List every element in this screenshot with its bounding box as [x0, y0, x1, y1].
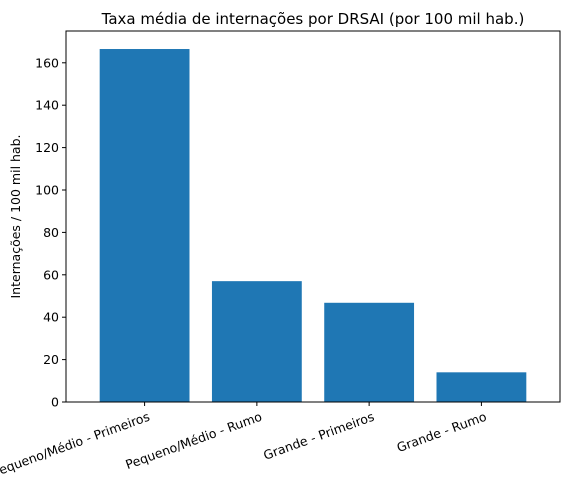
bar	[99, 49, 190, 403]
y-tick-label: 0	[51, 395, 59, 410]
y-tick-label: 160	[35, 55, 59, 70]
x-tick-label: Grande - Rumo	[395, 409, 489, 455]
y-axis-label: Internações / 100 mil hab.	[8, 134, 23, 298]
plot-frame	[65, 30, 561, 403]
y-tick-label: 100	[35, 183, 59, 198]
y-tick-label: 40	[43, 310, 59, 325]
bars	[99, 49, 527, 403]
y-tick-label: 140	[35, 98, 59, 113]
y-tick-label: 20	[43, 352, 59, 367]
y-tick-label: 80	[43, 225, 59, 240]
bar	[436, 372, 527, 402]
y-tick-label: 60	[43, 267, 59, 282]
x-tick-label: Grande - Primeiros	[261, 409, 376, 463]
bar	[211, 281, 302, 402]
bar	[324, 302, 415, 402]
chart-title: Taxa média de internações por DRSAI (por…	[101, 10, 525, 28]
y-axis-ticks: 0 20 40 60 80 100 120 140 160	[35, 55, 66, 410]
y-tick-label: 120	[35, 140, 59, 155]
